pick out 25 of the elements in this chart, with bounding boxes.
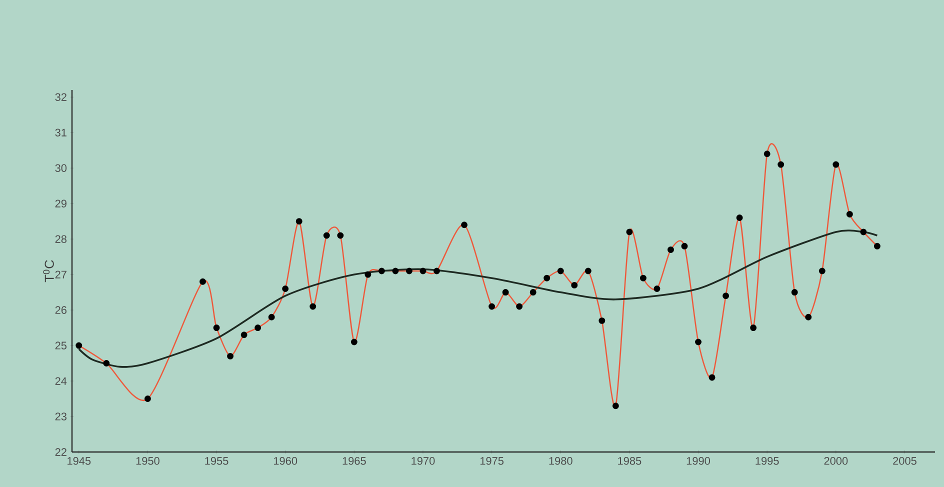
x-tick-label: 1955 (205, 457, 228, 465)
x-tick-label: 2000 (824, 457, 848, 465)
x-tick-label: 1965 (342, 457, 366, 465)
x-tick-label: 2005 (893, 457, 916, 465)
x-tick-label: 1990 (686, 457, 710, 465)
y-tick-label: 31 (55, 128, 66, 136)
y-tick-label: 32 (55, 93, 66, 101)
x-tick-label: 1950 (136, 457, 160, 465)
x-tick-label: 1985 (618, 457, 642, 465)
x-tick-label: 1960 (274, 457, 298, 465)
y-tick-label: 26 (55, 306, 66, 314)
y-tick-label: 25 (55, 342, 67, 350)
y-tick-label: 28 (55, 235, 66, 243)
y-tick-label: 24 (55, 377, 67, 385)
x-tick-label: 1970 (412, 457, 435, 465)
y-tick-label: 29 (55, 200, 66, 208)
y-tick-label: 22 (55, 448, 66, 456)
x-tick-label: 1995 (756, 457, 779, 465)
y-tick-label: 27 (55, 270, 66, 278)
x-tick-label: 1975 (480, 457, 504, 465)
y-tick-label: 23 (55, 412, 66, 420)
y-tick-label: 30 (55, 164, 67, 172)
y-axis-title: T$^{0}$C (43, 260, 54, 282)
x-tick-label: 1980 (549, 457, 572, 465)
x-tick-label: 1945 (68, 457, 91, 465)
